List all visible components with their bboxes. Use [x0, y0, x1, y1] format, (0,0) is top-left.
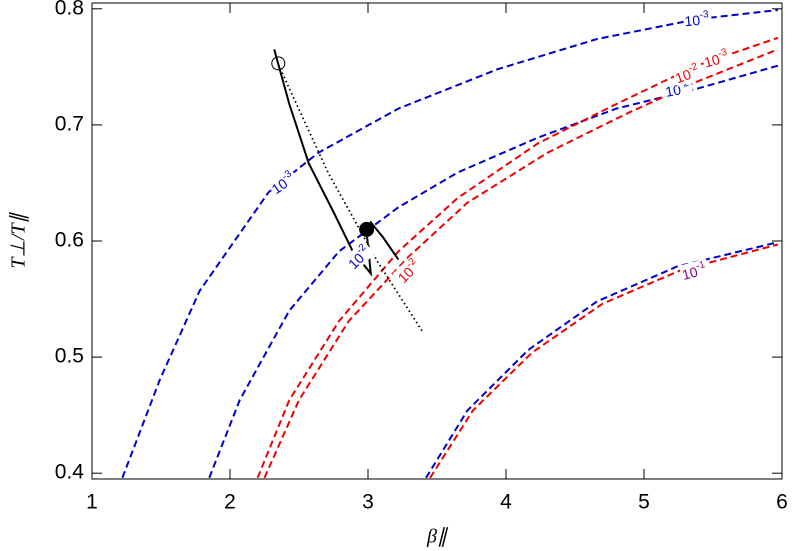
- contour-label-text: 10-3: [702, 46, 731, 70]
- contour-label: 10-3: [682, 8, 713, 30]
- label-base: 10: [702, 51, 721, 71]
- label-base: 10: [673, 66, 693, 86]
- curve: [429, 243, 779, 479]
- contour-label: 10-3: [266, 166, 300, 198]
- x-axis-label: β∥: [426, 526, 449, 548]
- label-base: 10: [684, 12, 701, 29]
- curve: [263, 48, 779, 479]
- label-bg: [678, 258, 711, 284]
- contour-label: 10-1: [678, 258, 711, 284]
- label-bg: [682, 8, 713, 30]
- x-tick-label: 3: [362, 491, 374, 514]
- label-bg: [342, 240, 376, 273]
- label-exponent: -1: [695, 259, 707, 272]
- contour-label: 10-3: [700, 46, 733, 71]
- label-exponent: -3: [699, 9, 709, 21]
- curve: [277, 64, 424, 334]
- label-base: 10: [680, 263, 699, 283]
- curve: [256, 36, 779, 479]
- contour-label: 10-2: [671, 60, 704, 87]
- label-exponent: -2: [687, 61, 700, 75]
- x-tick-label: 1: [86, 491, 98, 514]
- x-tick-label: 4: [500, 491, 512, 514]
- x-tick-label: 6: [776, 491, 788, 514]
- label-bg: [266, 166, 300, 198]
- curve: [208, 64, 779, 479]
- contour-label: 10-2: [392, 254, 425, 287]
- x-tick-label: 5: [638, 491, 650, 514]
- y-tick-label: 0.4: [55, 461, 85, 484]
- label-bg: [392, 254, 425, 287]
- curve: [121, 9, 779, 479]
- label-bg: [700, 46, 733, 71]
- label-exponent: -3: [717, 46, 729, 59]
- contour-label-text: 10-3: [684, 9, 710, 29]
- y-tick-label: 0.8: [55, 0, 84, 19]
- y-tick-label: 0.6: [55, 229, 84, 252]
- curve: [273, 49, 400, 277]
- y-tick-label: 0.7: [55, 112, 84, 135]
- marker: [359, 221, 375, 237]
- curve: [425, 241, 779, 479]
- y-tick-label: 0.5: [55, 345, 84, 368]
- contour-label-text: 10-1: [680, 259, 709, 283]
- y-axis-label: T⊥/T∥: [8, 211, 30, 268]
- contour-label: 10-2: [342, 240, 376, 273]
- x-tick-label: 2: [224, 491, 236, 514]
- contour-label-text: 10-2: [672, 61, 702, 86]
- label-bg: [671, 60, 704, 87]
- marker: [271, 56, 286, 71]
